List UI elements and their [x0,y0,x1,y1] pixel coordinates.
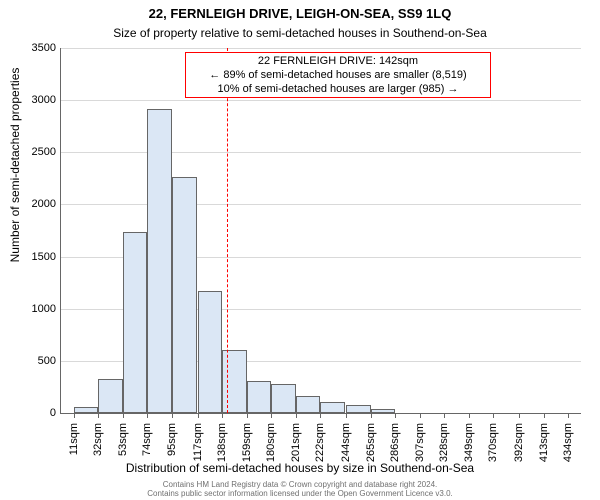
chart-title-address: 22, FERNLEIGH DRIVE, LEIGH-ON-SEA, SS9 1… [0,6,600,21]
x-tick-label: 180sqm [265,423,277,462]
x-tick [198,413,199,418]
histogram-bar [320,402,345,413]
x-tick [147,413,148,418]
histogram-bar [172,177,197,413]
x-tick-label: 244sqm [340,423,352,462]
x-tick-label: 95sqm [166,423,178,456]
x-tick [247,413,248,418]
plot-area: 050010001500200025003000350022 FERNLEIGH… [60,48,581,414]
annotation-line: ← 89% of semi-detached houses are smalle… [190,69,486,83]
annotation-box: 22 FERNLEIGH DRIVE: 142sqm← 89% of semi-… [185,52,491,98]
histogram-bar [74,407,99,413]
x-tick [123,413,124,418]
x-tick-label: 222sqm [314,423,326,462]
x-tick [320,413,321,418]
x-tick [444,413,445,418]
x-tick [222,413,223,418]
x-tick [519,413,520,418]
gridline [61,100,581,101]
x-tick-label: 370sqm [487,423,499,462]
x-tick [469,413,470,418]
y-tick-label: 3500 [16,42,56,54]
chart-subtitle: Size of property relative to semi-detach… [0,26,600,40]
x-tick-label: 307sqm [414,423,426,462]
x-tick [296,413,297,418]
x-tick-label: 11sqm [68,423,80,455]
histogram-bar [98,379,123,413]
attribution-line: Contains HM Land Registry data © Crown c… [0,480,600,489]
x-tick [568,413,569,418]
annotation-line: 10% of semi-detached houses are larger (… [190,83,486,97]
attribution-line: Contains public sector information licen… [0,489,600,498]
x-tick-label: 159sqm [241,423,253,462]
x-tick-label: 117sqm [192,423,204,461]
histogram-bar [346,405,371,413]
histogram-bar [271,384,296,413]
x-tick [395,413,396,418]
y-tick-label: 1500 [16,251,56,263]
x-tick-label: 138sqm [216,423,228,462]
gridline [61,204,581,205]
x-tick [172,413,173,418]
x-tick [493,413,494,418]
y-tick-label: 2500 [16,146,56,158]
x-axis-label: Distribution of semi-detached houses by … [0,461,600,475]
x-tick-label: 74sqm [141,423,153,456]
x-tick-label: 53sqm [117,423,129,456]
histogram-bar [371,409,396,413]
x-tick [271,413,272,418]
y-tick-label: 0 [16,407,56,419]
gridline [61,152,581,153]
x-tick [544,413,545,418]
x-tick [420,413,421,418]
x-tick [98,413,99,418]
x-tick-label: 349sqm [463,423,475,462]
histogram-bar [247,381,272,413]
histogram-bar [222,350,247,413]
figure: 22, FERNLEIGH DRIVE, LEIGH-ON-SEA, SS9 1… [0,0,600,500]
histogram-bar [123,232,148,413]
x-tick [74,413,75,418]
property-marker-line [227,48,228,413]
x-tick-label: 265sqm [365,423,377,462]
histogram-bar [147,109,172,414]
attribution-text: Contains HM Land Registry data © Crown c… [0,480,600,498]
x-tick-label: 286sqm [389,423,401,462]
x-tick-label: 32sqm [92,423,104,456]
x-tick [371,413,372,418]
x-tick [346,413,347,418]
x-tick-label: 201sqm [290,423,302,462]
y-tick-label: 3000 [16,94,56,106]
y-tick-label: 1000 [16,303,56,315]
y-tick-label: 2000 [16,198,56,210]
x-tick-label: 328sqm [438,423,450,462]
y-tick-label: 500 [16,355,56,367]
annotation-line: 22 FERNLEIGH DRIVE: 142sqm [190,55,486,69]
gridline [61,48,581,49]
x-tick-label: 392sqm [513,423,525,462]
histogram-bar [198,291,223,413]
x-tick-label: 434sqm [562,423,574,462]
x-tick-label: 413sqm [538,423,550,462]
histogram-bar [296,396,321,413]
